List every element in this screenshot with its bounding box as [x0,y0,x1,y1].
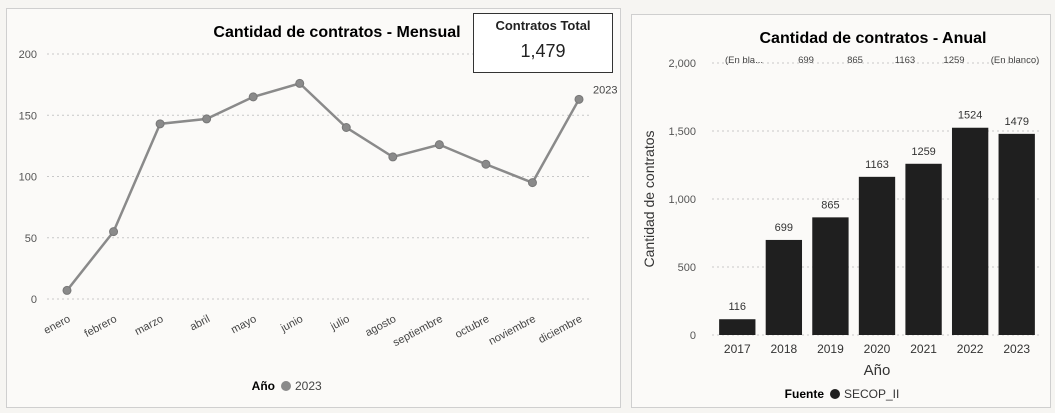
bar-2021 [905,163,942,335]
chart-title: Cantidad de contratos - Anual [760,30,987,47]
data-label: 1479 [1004,116,1028,128]
y-tick-label: 0 [31,294,37,306]
legend-marker [830,389,840,399]
annual-chart-panel: Cantidad de contratos - Anual 0 500 1,000 1,… [631,14,1051,408]
data-point [202,114,212,124]
kpi-value: 1,479 [520,41,566,61]
y-tick-label: 200 [19,49,37,61]
data-label: 116 [729,301,747,313]
kpi-card: Contratos Total 1,479 [473,13,613,73]
y-tick-label: 1,500 [668,126,696,138]
legend-item: SECOP_II [844,387,899,401]
y-tick-label: 1,000 [668,194,696,206]
top-annotation: 865 [847,55,863,66]
y-tick-label: 0 [690,330,696,342]
data-point [527,178,537,188]
x-tick-label: septiembre [391,313,445,349]
x-tick-label: 2021 [910,342,937,356]
data-point [481,159,491,169]
x-tick-label: julio [328,313,352,333]
data-point [109,227,119,237]
data-label: 1163 [865,159,889,171]
legend-title: Fuente [785,387,825,401]
data-label: 865 [821,199,839,211]
annual-bar-chart: Cantidad de contratos - Anual 0 500 1,000 1,… [641,30,1040,401]
data-label: 1259 [911,146,935,158]
x-tick-label: junio [278,313,305,335]
x-tick-label: abril [188,313,212,333]
x-tick-label: noviembre [487,313,538,348]
bar-2020 [858,176,896,335]
data-point [155,119,165,129]
series-end-label: 2023 [593,84,617,96]
legend-title: Año [252,379,275,393]
monthly-line-chart: Cantidad de contratos - Mensual 0 50 100 150… [19,24,618,393]
x-tick-label: marzo [133,313,166,338]
top-annotation: 1163 [895,55,915,66]
x-tick-label: enero [42,313,72,337]
monthly-chart-panel: Cantidad de contratos - Mensual 0 50 100 150… [6,8,621,408]
y-axis-title: Cantidad de contratos [641,131,657,268]
data-point [388,152,398,162]
y-tick-label: 50 [25,233,37,245]
chart-title: Cantidad de contratos - Mensual [213,24,460,41]
top-annotation: (En bla... [725,55,763,66]
legend-item: 2023 [295,379,322,393]
x-tick-label: 2020 [864,342,891,356]
x-tick-label: 2019 [817,342,844,356]
x-axis-title: Año [864,362,891,379]
top-annotation: 699 [798,55,814,66]
series-line-2023 [66,82,581,292]
data-point [62,285,72,295]
x-tick-label: 2022 [957,342,984,356]
top-annotation: 1259 [943,55,964,66]
data-point [574,94,584,104]
data-point [434,140,444,150]
data-point [341,123,351,132]
bar-2018 [765,239,803,335]
x-tick-label: febrero [83,313,119,340]
bar-2019 [812,217,849,335]
y-tick-label: 500 [678,262,696,274]
top-annotation: (En blanco) [991,55,1040,66]
x-tick-label: 2018 [771,342,798,356]
x-tick-label: agosto [363,313,398,339]
legend-marker [281,381,291,391]
data-label: 699 [775,222,793,234]
data-point [248,92,258,102]
x-tick-label: octubre [453,313,491,341]
x-tick-label: mayo [229,313,258,336]
kpi-label: Contratos Total [495,18,591,33]
y-tick-label: 2,000 [668,58,696,70]
bar-2022 [951,127,989,336]
x-tick-label: 2017 [724,342,751,356]
data-label: 1524 [958,110,982,122]
bar-2023 [998,133,1035,335]
bar-2017 [719,319,756,335]
y-tick-label: 150 [19,110,37,122]
x-tick-label: diciembre [537,313,585,346]
y-tick-label: 100 [19,172,37,184]
data-point [295,78,305,88]
x-tick-label: 2023 [1003,342,1030,356]
